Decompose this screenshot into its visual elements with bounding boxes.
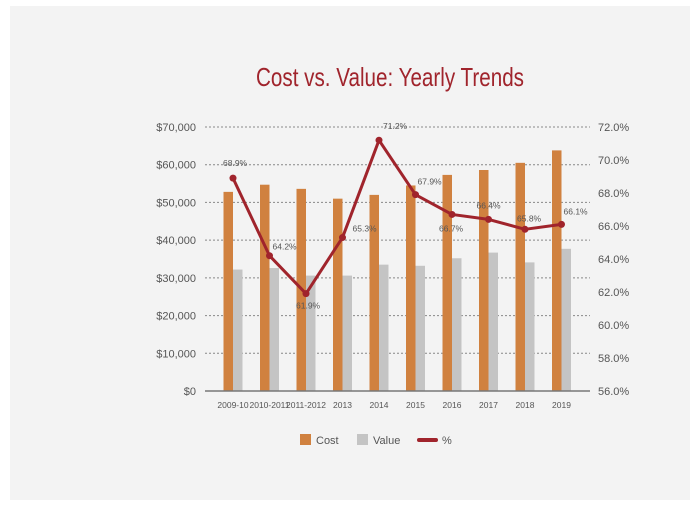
- category-label: 2018: [516, 400, 535, 410]
- cost-bar: [479, 169, 489, 391]
- chart-panel: Cost vs. Value: Yearly Trends $0 $10,000 $2…: [10, 6, 690, 500]
- right-tick-label: 68.0%: [598, 188, 629, 200]
- percent-point: [558, 220, 565, 228]
- percent-point: [521, 225, 529, 233]
- legend-label-percent: %: [442, 435, 452, 447]
- percent-label: 68.9%: [223, 158, 248, 168]
- percent-point: [302, 290, 310, 298]
- right-tick-label: 62.0%: [598, 287, 629, 299]
- value-bar: [233, 269, 243, 391]
- category-label: 2017: [479, 400, 498, 410]
- percent-point: [485, 215, 492, 223]
- percent-point: [339, 234, 346, 242]
- percent-label: 66.4%: [477, 200, 502, 210]
- value-bar: [269, 268, 279, 391]
- cost-bar: [442, 174, 452, 391]
- cost-bar: [369, 194, 379, 391]
- category-label: 2010-2011: [249, 400, 289, 410]
- percent-point: [412, 191, 419, 199]
- cost-bar: [260, 184, 270, 391]
- category-label: 2009-10: [217, 400, 248, 410]
- percent-point: [375, 136, 383, 144]
- left-tick-label: $20,000: [156, 311, 196, 323]
- left-tick-label: $0: [184, 386, 196, 398]
- left-tick-label: $30,000: [156, 273, 196, 285]
- right-tick-label: 66.0%: [598, 221, 629, 233]
- chart-title: Cost vs. Value: Yearly Trends: [256, 62, 524, 92]
- right-tick-label: 70.0%: [598, 155, 629, 167]
- legend-label-value: Value: [373, 435, 400, 447]
- percent-line: [231, 138, 562, 296]
- legend-swatch-value: [357, 434, 368, 445]
- percent-point: [229, 174, 237, 182]
- percent-label: 61.9%: [296, 301, 321, 311]
- right-tick-label: 56.0%: [598, 386, 629, 398]
- cost-bar: [223, 191, 233, 391]
- value-bar: [488, 252, 498, 391]
- category-label: 2014: [370, 400, 389, 410]
- value-bar: [306, 275, 316, 391]
- left-tick-label: $10,000: [156, 348, 196, 360]
- left-tick-label: $70,000: [156, 122, 196, 134]
- percent-label: 66.7%: [439, 223, 464, 233]
- value-bar: [379, 264, 389, 391]
- value-bar: [342, 275, 352, 391]
- percent-point: [266, 252, 273, 260]
- percent-label: 71.2%: [383, 121, 408, 131]
- cost-bar: [333, 198, 343, 391]
- value-bar: [561, 248, 571, 391]
- right-tick-label: 58.0%: [598, 353, 629, 365]
- left-tick-label: $60,000: [156, 160, 196, 172]
- right-tick-label: 72.0%: [598, 122, 629, 134]
- legend-label-cost: Cost: [316, 435, 339, 447]
- percent-label: 67.9%: [418, 177, 443, 187]
- percent-label: 65.3%: [353, 224, 378, 234]
- value-bar: [452, 258, 462, 391]
- percent-label: 65.8%: [517, 213, 542, 223]
- category-label: 2011-2012: [286, 400, 326, 410]
- cost-bar: [515, 162, 525, 391]
- right-tick-label: 60.0%: [598, 320, 629, 332]
- right-tick-label: 64.0%: [598, 254, 629, 266]
- value-bar: [525, 262, 535, 391]
- category-label: 2015: [406, 400, 425, 410]
- chart: Cost vs. Value: Yearly Trends $0 $10,000 $2…: [156, 62, 629, 447]
- category-label: 2016: [443, 400, 462, 410]
- left-tick-label: $50,000: [156, 197, 196, 209]
- category-label: 2013: [333, 400, 352, 410]
- cost-bar: [406, 185, 416, 391]
- cost-bar: [552, 150, 562, 391]
- percent-point: [448, 210, 456, 218]
- legend-swatch-cost: [300, 434, 311, 445]
- percent-label: 64.2%: [273, 242, 298, 252]
- percent-label: 66.1%: [564, 206, 589, 216]
- left-tick-label: $40,000: [156, 235, 196, 247]
- value-bar: [415, 265, 425, 391]
- category-label: 2019: [552, 400, 571, 410]
